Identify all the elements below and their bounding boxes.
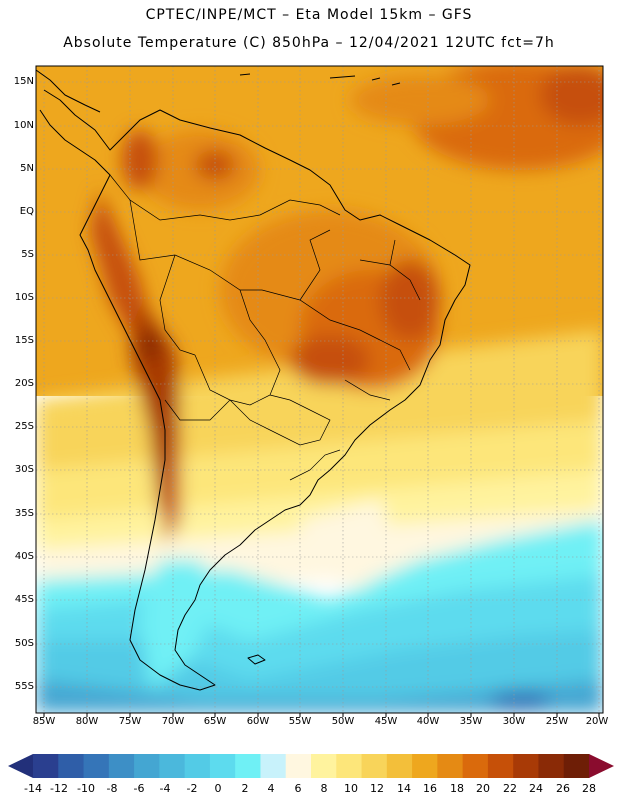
colorbar-label: -2 — [186, 782, 198, 795]
caribbean-islands — [239, 73, 401, 86]
colorbar-above-arrow — [589, 754, 614, 778]
coastlines — [36, 69, 471, 691]
colorbar-label: -12 — [50, 782, 68, 795]
colorbar-label: 16 — [423, 782, 437, 795]
colorbar-label: 28 — [582, 782, 596, 795]
colorbar-label: -6 — [133, 782, 145, 795]
colorbar — [8, 754, 614, 778]
map-title-line1: CPTEC/INPE/MCT – Eta Model 15km – GFS — [145, 7, 473, 23]
colorbar-label: 26 — [556, 782, 570, 795]
lon-label-85w: 85W — [32, 716, 56, 727]
colorbar-label: -14 — [24, 782, 42, 795]
lon-label-65w: 65W — [203, 716, 227, 727]
lon-label-20w: 20W — [585, 716, 609, 727]
lat-label-35s: 35S — [14, 508, 34, 519]
colorbar-label: 22 — [503, 782, 517, 795]
colorbar-swatch — [33, 754, 59, 778]
colorbar-label: 12 — [370, 782, 384, 795]
colorbar-swatch — [412, 754, 438, 778]
map-frame — [35, 65, 604, 714]
colorbar-swatch — [285, 754, 312, 778]
lon-label-35w: 35W — [459, 716, 483, 727]
colorbar-swatch — [108, 754, 135, 778]
colorbar-label: 4 — [267, 782, 275, 795]
lon-label-40w: 40W — [416, 716, 440, 727]
lat-label-15s: 15S — [14, 335, 34, 346]
lat-label-25s: 25S — [14, 421, 34, 432]
lat-label-15n: 15N — [13, 76, 34, 87]
colorbar-label: 2 — [241, 782, 249, 795]
central-america-coastline — [36, 69, 101, 113]
lon-label-55w: 55W — [288, 716, 312, 727]
country-borders — [109, 174, 421, 481]
colorbar-label: -8 — [106, 782, 118, 795]
lat-label-55s: 55S — [14, 681, 34, 692]
south-america-coastline — [39, 89, 471, 691]
lat-label-10s: 10S — [14, 292, 34, 303]
falklands-outline — [247, 654, 266, 665]
colorbar-label: 0 — [214, 782, 222, 795]
colorbar-swatch — [311, 754, 337, 778]
colorbar-swatch — [386, 754, 413, 778]
lat-label-45s: 45S — [14, 594, 34, 605]
lon-label-25w: 25W — [545, 716, 569, 727]
colorbar-swatch — [58, 754, 85, 778]
colorbar-swatch — [184, 754, 211, 778]
lat-label-20s: 20S — [14, 378, 34, 389]
colorbar-swatch — [513, 754, 539, 778]
temperature-field — [36, 66, 603, 713]
colorbar-label: 10 — [344, 782, 358, 795]
lat-label-30s: 30S — [14, 464, 34, 475]
colorbar-swatch — [563, 754, 590, 778]
colorbar-swatches — [33, 754, 590, 778]
colorbar-label: 6 — [294, 782, 302, 795]
colorbar-label: 24 — [529, 782, 543, 795]
colorbar-swatch — [235, 754, 261, 778]
lat-label-40s: 40S — [14, 551, 34, 562]
lon-label-45w: 45W — [374, 716, 398, 727]
map-title-line2: Absolute Temperature (C) 850hPa – 12/04/… — [63, 35, 555, 51]
lat-label-10n: 10N — [13, 120, 34, 131]
colorbar-swatch — [209, 754, 236, 778]
axis-ticks — [43, 713, 600, 717]
lat-label-5n: 5N — [20, 163, 34, 174]
colorbar-swatch — [538, 754, 565, 778]
colorbar-swatch — [487, 754, 514, 778]
lon-label-60w: 60W — [246, 716, 270, 727]
colorbar-below-arrow — [8, 754, 33, 778]
lat-label-5s: 5S — [21, 249, 34, 260]
colorbar-label: 8 — [320, 782, 328, 795]
lon-label-75w: 75W — [118, 716, 142, 727]
lat-lon-grid — [36, 66, 603, 713]
colorbar-label: 18 — [450, 782, 464, 795]
colorbar-swatch — [260, 754, 287, 778]
colorbar-label: 20 — [476, 782, 490, 795]
colorbar-swatch — [462, 754, 489, 778]
lon-label-50w: 50W — [331, 716, 355, 727]
colorbar-swatch — [159, 754, 186, 778]
colorbar-label: -10 — [77, 782, 95, 795]
colorbar-swatch — [134, 754, 160, 778]
lat-label-eq: EQ — [19, 206, 34, 217]
colorbar-swatch — [336, 754, 363, 778]
lon-label-70w: 70W — [161, 716, 185, 727]
colorbar-swatch — [83, 754, 110, 778]
colorbar-swatch — [361, 754, 388, 778]
lon-label-30w: 30W — [502, 716, 526, 727]
lon-label-80w: 80W — [75, 716, 99, 727]
colorbar-label: -4 — [159, 782, 171, 795]
colorbar-label: 14 — [397, 782, 411, 795]
lat-label-50s: 50S — [14, 638, 34, 649]
colorbar-swatch — [437, 754, 464, 778]
